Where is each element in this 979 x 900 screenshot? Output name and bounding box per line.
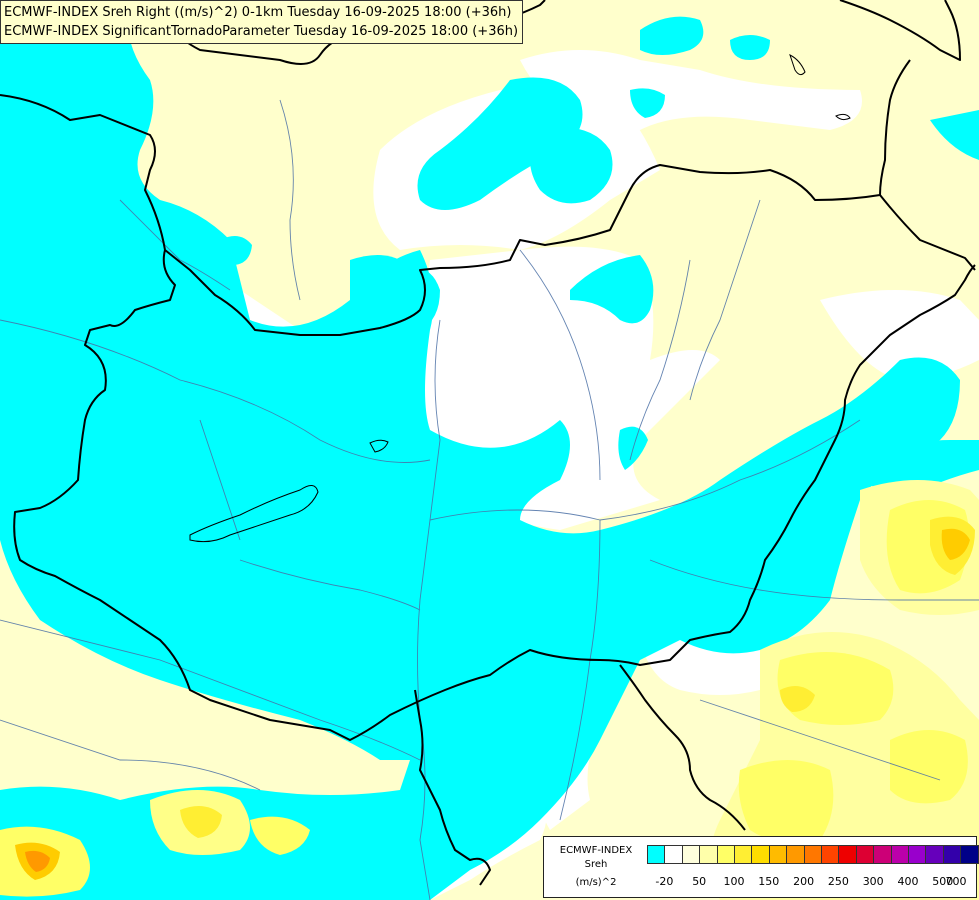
legend-title: ECMWF-INDEX bbox=[559, 845, 633, 856]
legend-swatch bbox=[925, 845, 944, 864]
legend-swatch bbox=[821, 845, 840, 864]
legend-swatch bbox=[681, 845, 701, 864]
legend-swatch bbox=[942, 845, 962, 864]
legend-swatch bbox=[803, 845, 822, 864]
legend-swatch bbox=[838, 845, 857, 864]
legend-swatch bbox=[786, 845, 805, 864]
legend-tick-label: 500 bbox=[932, 875, 954, 888]
legend-unit: (m/s)^2 bbox=[575, 877, 617, 888]
legend-swatch bbox=[873, 845, 892, 864]
legend-swatch bbox=[908, 845, 927, 864]
legend-tick-label: 250 bbox=[827, 875, 849, 888]
legend-tick-label: 200 bbox=[793, 875, 815, 888]
legend-swatch bbox=[716, 845, 735, 864]
map-title-line1: ECMWF-INDEX Sreh Right ((m/s)^2) 0-1km T… bbox=[4, 5, 512, 20]
lakes bbox=[189, 54, 851, 543]
legend-swatch bbox=[768, 845, 788, 864]
legend-variable: Sreh bbox=[584, 859, 608, 870]
legend-swatch bbox=[960, 845, 979, 864]
legend-tick-label: 300 bbox=[862, 875, 884, 888]
legend-tick-label: 50 bbox=[692, 875, 707, 888]
legend-swatch bbox=[751, 845, 770, 864]
map-title-box: ECMWF-INDEX Sreh Right ((m/s)^2) 0-1km T… bbox=[0, 0, 524, 44]
legend-tick-label: 100 bbox=[723, 875, 745, 888]
legend-swatch bbox=[699, 845, 718, 864]
color-legend: ECMWF-INDEX Sreh (m/s)^2 -20 50 100 150 200 2… bbox=[543, 836, 979, 898]
legend-swatch bbox=[647, 845, 666, 864]
legend-swatch bbox=[664, 845, 683, 864]
map-title-line2: ECMWF-INDEX SignificantTornadoParameter … bbox=[4, 24, 519, 39]
legend-tick-label: 400 bbox=[897, 875, 919, 888]
legend-swatch bbox=[855, 845, 875, 864]
legend-swatch bbox=[890, 845, 909, 864]
legend-tick-label: 700 bbox=[945, 875, 967, 888]
yellow-hotspots bbox=[0, 480, 979, 900]
legend-tick-label: -20 bbox=[655, 875, 674, 888]
legend-tick-label: 150 bbox=[758, 875, 780, 888]
legend-swatch bbox=[734, 845, 753, 864]
